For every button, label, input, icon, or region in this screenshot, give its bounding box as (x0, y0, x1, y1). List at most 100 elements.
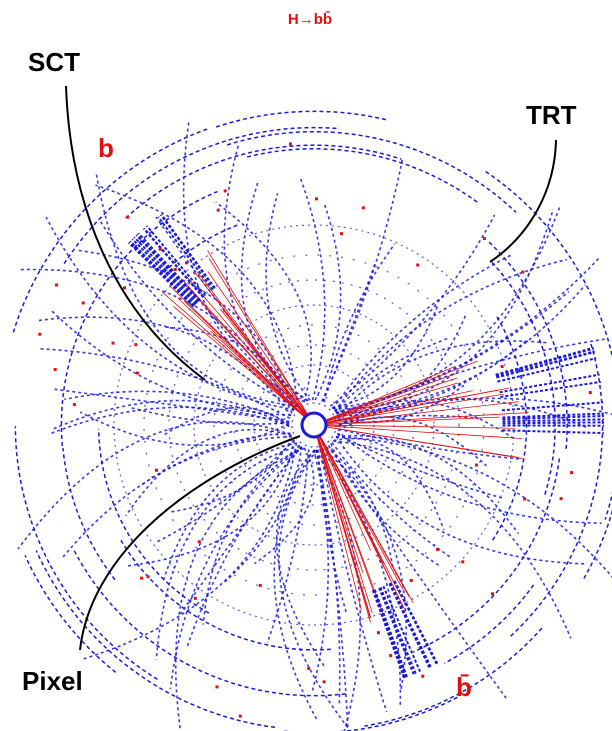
outer-track (74, 550, 346, 696)
hit (521, 271, 524, 274)
jet-hits (502, 430, 603, 433)
hit (491, 592, 494, 595)
jet-track (314, 425, 372, 613)
page: H→bb̄ SCT TRT b Pixel b̄ (() => { const … (0, 0, 612, 731)
hit (217, 209, 220, 212)
hit (362, 206, 365, 209)
hit (55, 283, 58, 286)
track (338, 433, 602, 523)
track (334, 315, 466, 413)
hit (389, 654, 392, 657)
outer-track (25, 555, 116, 672)
pixel-label: Pixel (22, 666, 83, 696)
hit (570, 471, 573, 474)
hit (377, 631, 380, 634)
track (77, 250, 294, 410)
hit (174, 268, 177, 271)
outer-track (36, 551, 275, 728)
trt-label: TRT (526, 100, 577, 130)
event-display: H→bb̄ SCT TRT b Pixel b̄ (0, 0, 612, 731)
hit (416, 264, 419, 267)
hit (123, 286, 126, 289)
track (141, 433, 290, 485)
track (128, 440, 294, 566)
track (170, 438, 293, 512)
track (156, 440, 294, 543)
track (54, 389, 289, 421)
hit (185, 261, 188, 264)
hit (194, 597, 197, 600)
hit (215, 685, 218, 688)
track (163, 443, 296, 581)
hit (112, 342, 115, 345)
outer-track (444, 585, 533, 663)
track (338, 417, 486, 466)
jet-track (314, 425, 518, 457)
track (166, 327, 293, 411)
title: H→bb̄ (288, 10, 332, 28)
hit (461, 560, 464, 563)
track (316, 450, 340, 706)
hit (323, 680, 326, 683)
hit (140, 577, 143, 580)
jet-hits (379, 588, 414, 676)
hit (38, 333, 41, 336)
track (336, 285, 585, 414)
outer-track (486, 172, 612, 520)
track (328, 445, 506, 699)
track (300, 178, 325, 401)
outer-track (63, 448, 115, 580)
hit (126, 216, 129, 219)
hit (82, 301, 85, 304)
track (277, 450, 325, 666)
outer-track (247, 149, 478, 203)
b-jet-label: b (98, 133, 114, 163)
jet-track (181, 279, 314, 425)
track (20, 269, 292, 413)
hit (340, 232, 343, 235)
hit (147, 575, 150, 578)
outer-track (582, 428, 612, 582)
outer-track (227, 132, 516, 213)
outer-track (216, 111, 389, 127)
hit (315, 197, 318, 200)
hit (224, 189, 227, 192)
outer-track (413, 458, 559, 652)
hit (436, 548, 439, 551)
outer-track (15, 426, 157, 679)
track (312, 450, 328, 692)
track (62, 437, 292, 558)
jet-hits (502, 419, 603, 421)
hit (239, 715, 242, 718)
outer-track (126, 145, 402, 218)
hit (73, 403, 76, 406)
hit (483, 237, 486, 240)
bbar-jet-label: b̄ (456, 672, 472, 702)
hit (159, 248, 162, 251)
outer-track (120, 538, 331, 650)
track (266, 193, 310, 400)
hit (410, 579, 413, 582)
track (323, 262, 376, 402)
track (83, 443, 296, 659)
track (324, 244, 395, 402)
hit (136, 372, 139, 375)
hit (155, 469, 158, 472)
hit (307, 667, 310, 670)
jet-hits (137, 235, 199, 302)
track (225, 447, 302, 582)
hit (421, 675, 424, 678)
hit (523, 497, 526, 500)
hit (475, 464, 478, 467)
hit (289, 142, 292, 145)
hit (259, 584, 262, 587)
hit (198, 540, 201, 543)
jet-track (162, 292, 314, 425)
trt-pointer (490, 140, 556, 262)
sct-label: SCT (28, 47, 80, 77)
beam-pipe (302, 413, 326, 437)
hit (134, 343, 137, 346)
hit (54, 368, 57, 371)
jet-track (314, 417, 500, 425)
track (180, 445, 299, 613)
